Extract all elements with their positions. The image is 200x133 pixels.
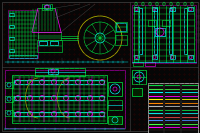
Bar: [152, 7, 157, 11]
Bar: [145, 62, 155, 66]
Bar: [44, 5, 50, 9]
Bar: [35, 68, 85, 76]
Bar: [184, 8, 187, 54]
Bar: [139, 8, 142, 54]
Bar: [48, 69, 58, 74]
Bar: [108, 100, 122, 110]
Bar: [5, 110, 13, 116]
Bar: [133, 62, 143, 66]
Bar: [50, 41, 58, 45]
Bar: [115, 35, 127, 45]
Bar: [42, 4, 52, 10]
Bar: [9, 49, 14, 52]
Bar: [148, 20, 156, 26]
Bar: [148, 83, 198, 133]
Bar: [132, 5, 196, 63]
Bar: [115, 22, 127, 32]
Bar: [9, 37, 14, 40]
Bar: [154, 8, 157, 54]
Bar: [39, 41, 47, 45]
Bar: [132, 70, 146, 84]
Bar: [170, 7, 175, 11]
Bar: [170, 55, 175, 59]
Bar: [132, 88, 142, 96]
Bar: [9, 13, 14, 16]
Bar: [5, 96, 13, 102]
Bar: [14, 112, 104, 116]
Bar: [188, 55, 193, 59]
Bar: [108, 116, 122, 124]
Bar: [188, 7, 193, 11]
Bar: [9, 55, 37, 58]
Bar: [5, 70, 125, 128]
Bar: [108, 82, 122, 96]
Bar: [116, 23, 126, 31]
Bar: [5, 82, 13, 88]
Bar: [12, 75, 107, 123]
Bar: [162, 20, 170, 26]
Bar: [38, 32, 61, 40]
Bar: [152, 55, 157, 59]
Bar: [169, 8, 172, 54]
Bar: [8, 10, 38, 58]
Bar: [14, 80, 104, 84]
Bar: [14, 96, 104, 100]
Bar: [134, 7, 139, 11]
Bar: [37, 40, 62, 52]
Bar: [155, 28, 165, 36]
Bar: [134, 55, 139, 59]
Bar: [9, 25, 14, 28]
